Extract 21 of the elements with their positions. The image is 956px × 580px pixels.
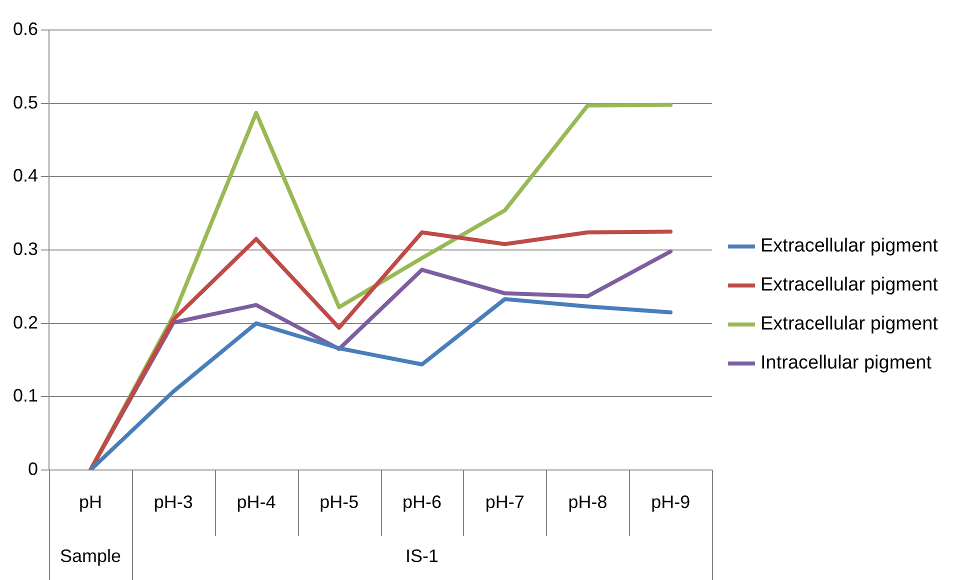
y-tick-label: 0.5 bbox=[12, 92, 38, 112]
text: IS-1 bbox=[405, 546, 438, 566]
y-tick-label: 0.3 bbox=[12, 238, 38, 259]
x-tick-label: pH-5 bbox=[320, 492, 359, 512]
x-tick-label: pH-3 bbox=[154, 492, 193, 512]
legend-label: Extracellular pigment bbox=[760, 236, 939, 257]
y-tick-label: 0.4 bbox=[12, 166, 38, 186]
text: Sample bbox=[60, 546, 121, 566]
x-tick-label: pH bbox=[78, 492, 102, 512]
x-tick-label: pH-6 bbox=[402, 492, 442, 512]
x-tick-label: pH-4 bbox=[236, 492, 276, 512]
x-tick-label: pH-8 bbox=[568, 492, 608, 512]
y-tick-label: 0 bbox=[28, 458, 38, 479]
y-tick-label: 0.6 bbox=[12, 18, 38, 39]
legend-label: Extracellular pigment bbox=[760, 274, 939, 296]
legend-label: Extracellular pigment bbox=[760, 314, 939, 335]
y-tick-label: 0.1 bbox=[12, 386, 38, 406]
x-tick-label: pH-7 bbox=[485, 492, 524, 512]
x-tick-label: pH-9 bbox=[651, 492, 690, 512]
legend-label: Intracellular pigment bbox=[760, 352, 932, 374]
y-tick-label: 0.2 bbox=[12, 312, 38, 332]
